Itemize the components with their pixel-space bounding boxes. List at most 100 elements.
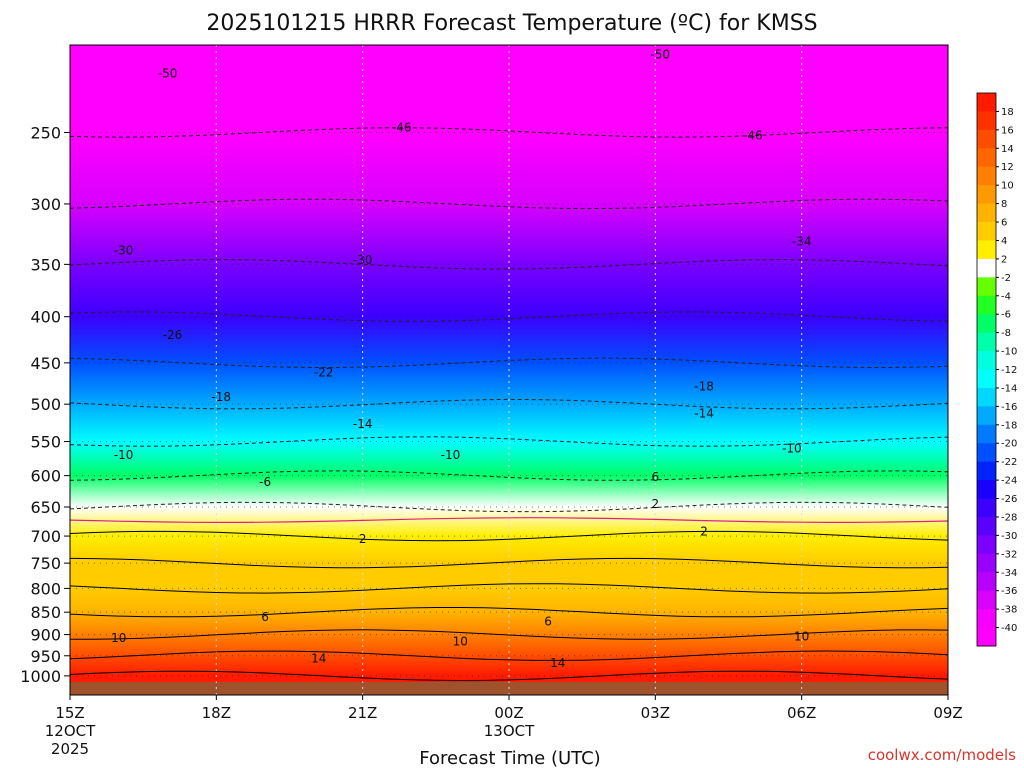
contour-line (70, 670, 948, 682)
contour-label: -10 (441, 448, 461, 462)
contour-label: 10 (794, 630, 809, 644)
colorbar-swatch (977, 351, 996, 370)
colorbar-label: 12 (1001, 162, 1014, 173)
colorbar-label: 4 (1001, 236, 1007, 247)
y-axis-ticks: 250 300 350 400 450 500 550 600 650 700 750 800 850 9… (20, 123, 70, 686)
colorbar-swatch (977, 93, 996, 112)
colorbar-swatch (977, 148, 996, 168)
y-tick-label: 600 (30, 467, 61, 486)
colorbar-label: -32 (1001, 549, 1017, 560)
colorbar-label: 18 (1001, 107, 1014, 118)
contour-label: -22 (314, 365, 334, 379)
contour-label: -14 (353, 417, 373, 431)
colorbar-swatch (977, 516, 996, 536)
colorbar-swatch (977, 590, 996, 610)
y-tick-label: 700 (30, 527, 61, 546)
colorbar-swatch (977, 553, 996, 573)
colorbar-label: -8 (1001, 328, 1011, 339)
colorbar-label: -36 (1001, 586, 1017, 597)
contour-label: -50 (158, 66, 178, 80)
colorbar-label: -38 (1001, 605, 1017, 616)
contour-label: -14 (694, 406, 714, 420)
contour-labels: -50 -50 -46 -46 -30 -30 -34 -26 -22 -18 -18 -14 -14 -… (111, 48, 811, 670)
contour-line (70, 530, 948, 542)
y-tick-label: 850 (30, 603, 61, 622)
colorbar-swatch (977, 277, 996, 297)
y-tick-label: 250 (30, 123, 61, 142)
contour-line (70, 557, 948, 569)
colorbar-label: -28 (1001, 512, 1017, 523)
contour-label: 10 (453, 634, 468, 648)
contour-label: 2 (359, 532, 367, 546)
colorbar-swatch (977, 295, 996, 315)
colorbar-swatch (977, 406, 996, 426)
contour-label: 14 (550, 656, 565, 670)
x-tick-date: 13OCT (484, 722, 535, 740)
colorbar-label: 14 (1001, 144, 1014, 155)
contour-line (70, 607, 948, 618)
contour-label: 10 (111, 631, 126, 645)
contour-label: 2 (700, 525, 708, 539)
y-tick-label: 350 (30, 255, 61, 274)
contour-label: 2 (652, 497, 660, 511)
colorbar-label: -14 (1001, 383, 1017, 394)
credit-label: coolwx.com/models (868, 746, 1016, 764)
colorbar-swatch (977, 185, 996, 205)
colorbar-label: -40 (1001, 623, 1017, 634)
colorbar-label: -10 (1001, 347, 1017, 358)
colorbar-swatch (977, 443, 996, 463)
colorbar-swatch (977, 332, 996, 352)
plot-area: -50 -50 -46 -46 -30 -30 -34 -26 -22 -18 -18 -14 -14 -… (70, 45, 948, 695)
colorbar-label: -24 (1001, 476, 1017, 487)
x-tick-label: 15Z (55, 704, 84, 722)
y-tick-label: 900 (30, 626, 61, 645)
freezing-line (70, 517, 948, 523)
contour-label: -46 (743, 129, 763, 143)
colorbar-label: -22 (1001, 457, 1017, 468)
contour-label: 14 (311, 652, 326, 666)
y-tick-label: 300 (30, 195, 61, 214)
contour-line (70, 650, 948, 661)
contour-label: -34 (792, 234, 812, 248)
colorbar-label: -4 (1001, 291, 1011, 302)
colorbar-swatch (977, 480, 996, 500)
colorbar-swatch (977, 240, 996, 260)
colorbar-swatch (977, 498, 996, 518)
colorbar-label: 8 (1001, 199, 1007, 210)
contour-label: -30 (114, 244, 134, 258)
colorbar-swatch (977, 166, 996, 186)
contour-label: -10 (114, 448, 134, 462)
contour-lines (70, 127, 948, 682)
colorbar-swatch (977, 258, 996, 278)
contour-label: -50 (650, 48, 670, 62)
colorbar-swatch (977, 369, 996, 389)
colorbar-label: -6 (1001, 310, 1011, 321)
colorbar-swatch (977, 314, 996, 334)
contour-label: -18 (694, 380, 714, 394)
colorbar-label: -30 (1001, 531, 1017, 542)
colorbar-swatch (977, 535, 996, 555)
grid-lines (70, 45, 948, 695)
colorbar-label: 10 (1001, 181, 1014, 192)
y-tick-label: 550 (30, 433, 61, 452)
colorbar-swatch (977, 627, 996, 647)
colorbar-swatch (977, 609, 996, 629)
y-tick-label: 1000 (20, 667, 61, 686)
colorbar-swatch (977, 461, 996, 481)
contour-line (70, 629, 948, 640)
contour-label: -6 (259, 475, 271, 489)
contour-label: 6 (261, 610, 269, 624)
y-tick-label: 650 (30, 498, 61, 517)
y-tick-label: 800 (30, 579, 61, 598)
colorbar-swatch (977, 572, 996, 592)
y-tick-label: 500 (30, 395, 61, 414)
y-tick-label: 450 (30, 354, 61, 373)
colorbar-label: -16 (1001, 402, 1017, 413)
colorbar-swatch (977, 111, 996, 131)
contour-label: -26 (163, 328, 183, 342)
contour-line (70, 583, 948, 594)
x-tick-label: 06Z (787, 704, 816, 722)
contour-label: -10 (782, 442, 802, 456)
